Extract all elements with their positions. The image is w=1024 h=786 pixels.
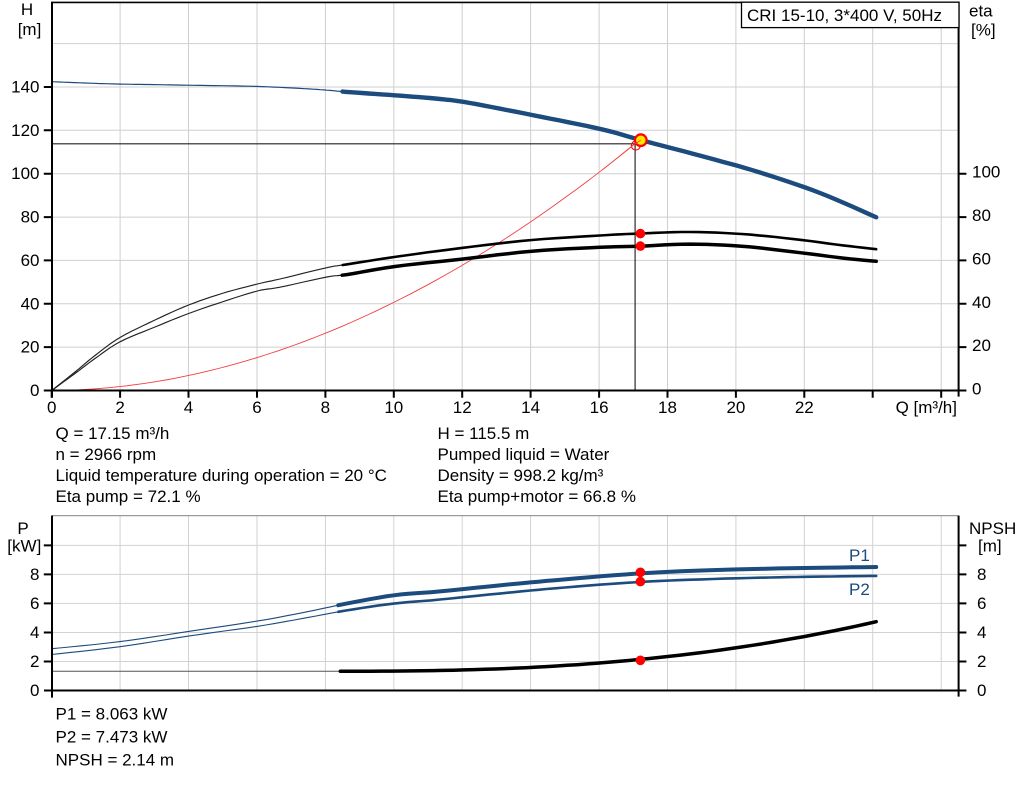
svg-text:80: 80 bbox=[21, 208, 40, 227]
svg-text:0: 0 bbox=[30, 381, 39, 400]
svg-text:0: 0 bbox=[30, 681, 39, 700]
svg-text:Density = 998.2 kg/m³: Density = 998.2 kg/m³ bbox=[438, 466, 604, 485]
svg-text:H = 115.5 m: H = 115.5 m bbox=[438, 424, 530, 443]
svg-text:H: H bbox=[21, 0, 33, 19]
svg-text:[%]: [%] bbox=[971, 21, 996, 40]
svg-text:8: 8 bbox=[977, 565, 986, 584]
svg-text:CRI 15-10, 3*400 V, 50Hz: CRI 15-10, 3*400 V, 50Hz bbox=[747, 6, 942, 25]
svg-text:10: 10 bbox=[384, 398, 403, 417]
svg-text:P1 = 8.063 kW: P1 = 8.063 kW bbox=[56, 705, 168, 724]
svg-text:0: 0 bbox=[972, 380, 981, 399]
svg-text:8: 8 bbox=[30, 565, 39, 584]
svg-text:60: 60 bbox=[21, 251, 40, 270]
svg-text:2: 2 bbox=[977, 652, 986, 671]
svg-text:Eta pump+motor = 66.8 %: Eta pump+motor = 66.8 % bbox=[438, 487, 636, 506]
svg-text:P2: P2 bbox=[849, 580, 870, 599]
svg-text:[m]: [m] bbox=[18, 20, 42, 39]
svg-text:40: 40 bbox=[972, 293, 991, 312]
svg-text:80: 80 bbox=[972, 206, 991, 225]
svg-text:[kW]: [kW] bbox=[7, 536, 41, 555]
svg-text:n = 2966 rpm: n = 2966 rpm bbox=[56, 445, 157, 464]
svg-text:4: 4 bbox=[977, 623, 986, 642]
svg-text:14: 14 bbox=[521, 398, 540, 417]
svg-text:eta: eta bbox=[969, 2, 993, 21]
svg-text:100: 100 bbox=[972, 163, 1000, 182]
svg-text:0: 0 bbox=[977, 681, 986, 700]
svg-text:40: 40 bbox=[21, 294, 40, 313]
svg-text:100: 100 bbox=[11, 164, 39, 183]
svg-text:2: 2 bbox=[30, 652, 39, 671]
svg-text:6: 6 bbox=[977, 594, 986, 613]
svg-text:P2 = 7.473 kW: P2 = 7.473 kW bbox=[56, 728, 168, 747]
svg-text:Q = 17.15 m³/h: Q = 17.15 m³/h bbox=[56, 424, 170, 443]
svg-text:60: 60 bbox=[972, 249, 991, 268]
svg-text:6: 6 bbox=[252, 398, 261, 417]
svg-text:22: 22 bbox=[795, 398, 814, 417]
svg-text:4: 4 bbox=[30, 623, 39, 642]
svg-text:8: 8 bbox=[321, 398, 330, 417]
svg-text:140: 140 bbox=[11, 78, 39, 97]
svg-text:16: 16 bbox=[590, 398, 609, 417]
svg-text:NPSH: NPSH bbox=[969, 519, 1016, 538]
svg-text:12: 12 bbox=[453, 398, 472, 417]
svg-text:120: 120 bbox=[11, 121, 39, 140]
svg-text:6: 6 bbox=[30, 594, 39, 613]
svg-text:Eta pump = 72.1 %: Eta pump = 72.1 % bbox=[56, 487, 201, 506]
svg-text:Liquid temperature during oper: Liquid temperature during operation = 20… bbox=[56, 466, 387, 485]
svg-text:[m]: [m] bbox=[978, 536, 1002, 555]
svg-text:20: 20 bbox=[726, 398, 745, 417]
svg-text:P: P bbox=[17, 519, 28, 538]
svg-text:Q [m³/h]: Q [m³/h] bbox=[896, 398, 957, 417]
svg-text:Pumped liquid = Water: Pumped liquid = Water bbox=[438, 445, 610, 464]
svg-text:20: 20 bbox=[972, 336, 991, 355]
svg-text:NPSH = 2.14 m: NPSH = 2.14 m bbox=[56, 750, 175, 769]
svg-text:0: 0 bbox=[47, 398, 56, 417]
svg-text:20: 20 bbox=[21, 338, 40, 357]
svg-text:P1: P1 bbox=[849, 546, 870, 565]
svg-text:4: 4 bbox=[184, 398, 193, 417]
svg-text:18: 18 bbox=[658, 398, 677, 417]
svg-text:2: 2 bbox=[115, 398, 124, 417]
